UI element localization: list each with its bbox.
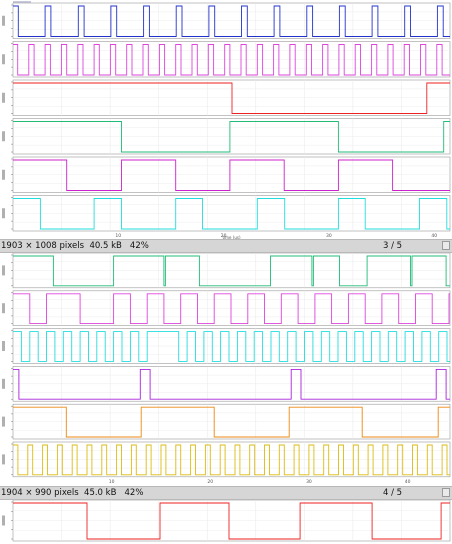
trace-panel [2, 195, 451, 232]
trace-panel [2, 253, 451, 289]
trace-panel [2, 2, 451, 39]
trace-panel [2, 290, 451, 326]
y-axis-label [2, 515, 5, 526]
trace-panel [2, 403, 451, 440]
signal-trace-4 [13, 121, 450, 153]
trace-panel [2, 79, 451, 116]
signal-trace-1 [13, 255, 450, 287]
signal-trace-1 [13, 502, 450, 540]
y-axis-label [2, 341, 5, 351]
waveform-window-c [0, 500, 452, 544]
y-axis-label [2, 303, 5, 314]
x-tick-label: 30 [326, 233, 332, 239]
signal-trace-2 [13, 293, 450, 325]
image-info-text: 1903 × 1008 pixels 40.5 kB 42% [1, 241, 149, 251]
trace-panel [2, 156, 451, 193]
y-axis-label [2, 208, 5, 219]
waveform-plot-a: 10 20 30 40 time (us) [2, 1, 451, 239]
y-axis-label [2, 378, 5, 389]
signal-trace-6 [13, 444, 450, 476]
signal-trace-4 [13, 368, 450, 400]
y-axis-label [2, 92, 5, 103]
plot-title-tab [13, 1, 31, 4]
x-tick-label: 40 [405, 479, 411, 485]
trace-panel [2, 118, 451, 155]
page-indicator: 3 / 5 [383, 241, 403, 251]
x-tick-label: 10 [115, 233, 121, 239]
y-axis-label [2, 15, 5, 26]
x-axis-label: time (us) [222, 235, 240, 239]
status-bar-b: 1904 × 990 pixels 45.0 kB 42% 4 / 5 [0, 486, 452, 500]
x-tick-label: 10 [109, 479, 115, 485]
waveform-window-a: 10 20 30 40 time (us) [0, 0, 452, 239]
image-info-text: 1904 × 990 pixels 45.0 kB 42% [1, 488, 144, 498]
y-axis-label [2, 265, 5, 276]
y-axis-label [2, 54, 5, 65]
signal-trace-6 [13, 198, 450, 230]
y-axis-label [2, 169, 5, 180]
waveform-window-b: 10 20 30 40 [0, 253, 452, 486]
y-axis-label [2, 416, 5, 427]
x-tick-label: 20 [207, 479, 213, 485]
waveform-plot-b: 10 20 30 40 [2, 253, 451, 485]
status-bar-a: 1903 × 1008 pixels 40.5 kB 42% 3 / 5 [0, 239, 452, 253]
y-axis-label [2, 131, 5, 142]
trace-panel [2, 500, 451, 542]
signal-trace-1 [13, 5, 450, 37]
y-axis-label [2, 454, 5, 465]
x-tick-label: 20 [221, 233, 227, 239]
x-tick-label: 40 [431, 233, 437, 239]
waveform-plot-c [2, 500, 451, 542]
window-corner-handle[interactable] [442, 488, 450, 497]
signal-trace-5 [13, 406, 450, 438]
trace-panel [2, 41, 451, 78]
trace-panel [2, 366, 451, 402]
signal-trace-5 [13, 159, 450, 191]
page-indicator: 4 / 5 [383, 488, 403, 498]
signal-trace-2 [13, 44, 450, 76]
signal-trace-3 [13, 82, 450, 114]
window-corner-handle[interactable] [442, 241, 450, 250]
signal-trace-3 [13, 331, 450, 362]
x-tick-label: 30 [306, 479, 312, 485]
trace-panel [2, 441, 451, 478]
trace-panel [2, 328, 451, 364]
